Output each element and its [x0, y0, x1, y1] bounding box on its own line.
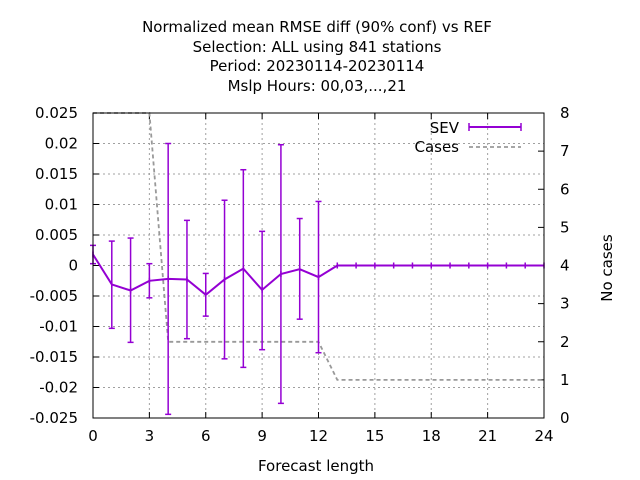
legend: SEV Cases: [414, 119, 522, 156]
y-tick-label: 0.005: [35, 226, 78, 244]
y-tick-label: 0.025: [35, 104, 78, 122]
x-tick-label: 3: [145, 427, 155, 445]
y2-tick-label: 4: [560, 257, 570, 275]
y-tick-label: -0.025: [30, 409, 78, 427]
y-tick-label: 0: [68, 257, 78, 275]
x-tick-label: 15: [365, 427, 384, 445]
x-axis-label: Forecast length: [258, 457, 374, 475]
chart-title: Normalized mean RMSE diff (90% conf) vs …: [142, 18, 492, 95]
series-sev: [90, 142, 545, 416]
plot-frame: [92, 112, 545, 419]
y-tick-label: 0.015: [35, 165, 78, 183]
x-tick-label: 6: [201, 427, 211, 445]
x-tick-label: 0: [88, 427, 98, 445]
legend-sample-sev: [468, 123, 522, 131]
y2-tick-label: 5: [560, 218, 570, 236]
x-axis-ticks: 0 3 6 9 12 15 18 21 24: [88, 113, 554, 445]
y2-axis-label: No cases: [598, 234, 616, 302]
y2-tick-label: 8: [560, 104, 570, 122]
x-tick-label: 24: [534, 427, 553, 445]
x-tick-label: 12: [309, 427, 328, 445]
y2-tick-label: 6: [560, 180, 570, 198]
x-tick-label: 21: [478, 427, 497, 445]
y-axis-ticks: 0.025 0.02 0.015 0.01 0.005 0 -0.005 -0.01 -0.01…: [30, 104, 99, 427]
y-tick-label: -0.015: [30, 348, 78, 366]
x-tick-label: 18: [422, 427, 441, 445]
title-line-1: Normalized mean RMSE diff (90% conf) vs …: [142, 18, 492, 36]
legend-label-sev: SEV: [430, 119, 460, 137]
y2-tick-label: 7: [560, 142, 570, 160]
y-tick-label: -0.02: [39, 379, 78, 397]
y-tick-label: -0.005: [30, 287, 78, 305]
y-tick-label: 0.02: [45, 135, 78, 153]
legend-label-cases: Cases: [414, 138, 459, 156]
y2-tick-label: 0: [560, 409, 570, 427]
y-tick-label: -0.01: [39, 318, 78, 336]
y2-tick-label: 2: [560, 333, 570, 351]
x-tick-label: 9: [257, 427, 267, 445]
y2-tick-label: 3: [560, 295, 570, 313]
title-line-2: Selection: ALL using 841 stations: [193, 38, 442, 56]
y-tick-label: 0.01: [45, 196, 78, 214]
title-line-4: Mslp Hours: 00,03,...,21: [228, 77, 407, 95]
y2-tick-label: 1: [560, 371, 570, 389]
title-line-3: Period: 20230114-20230114: [210, 57, 425, 75]
